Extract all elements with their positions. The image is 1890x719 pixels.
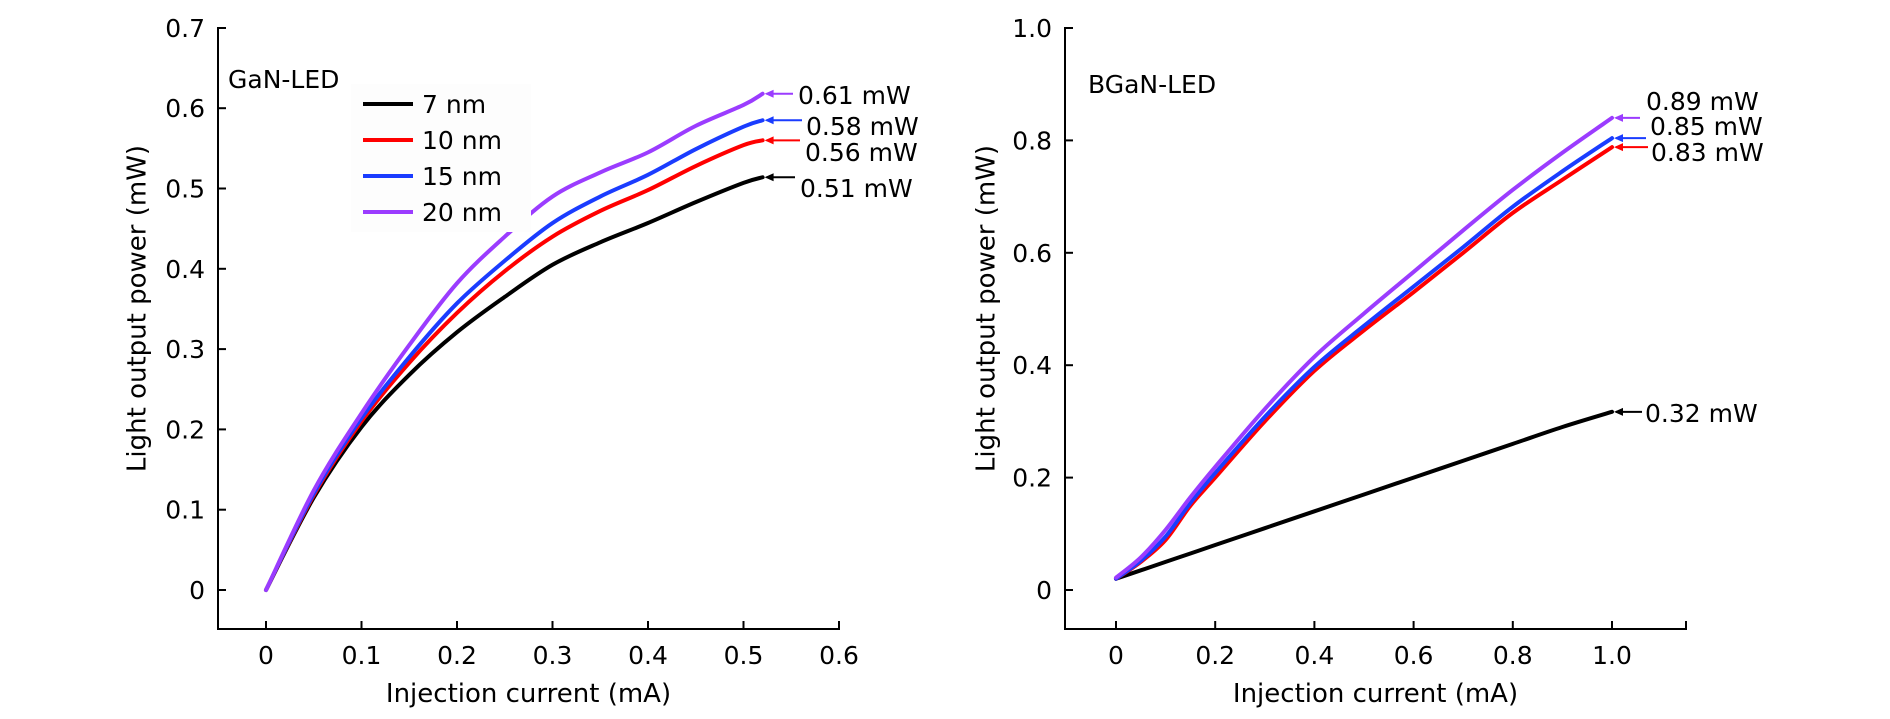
- x-tick-label: 0.2: [437, 641, 477, 670]
- x-tick-label: 0.6: [819, 641, 859, 670]
- end-value-label: 0.58 mW: [806, 112, 919, 141]
- legend-label: 10 nm: [422, 126, 502, 155]
- y-tick-label: 0.4: [1012, 351, 1052, 380]
- end-arrow-head: [764, 89, 774, 98]
- end-arrow-head: [1614, 113, 1623, 122]
- x-tick-label: 1.0: [1592, 641, 1632, 670]
- y-tick-label: 0.6: [165, 94, 205, 123]
- y-tick-label: 0.2: [1012, 464, 1052, 493]
- y-axis-label: Light output power (mW): [972, 145, 1002, 472]
- end-value-label: 0.85 mW: [1650, 112, 1763, 141]
- y-tick-label: 0.7: [165, 14, 205, 43]
- axes-frame: [217, 27, 840, 630]
- y-tick-label: 0: [189, 576, 205, 605]
- x-tick-label: 0.1: [342, 641, 382, 670]
- x-tick-label: 0: [258, 641, 274, 670]
- x-tick-label: 0.4: [1295, 641, 1335, 670]
- end-arrow-head: [1614, 407, 1623, 416]
- x-tick-label: 0.5: [724, 641, 764, 670]
- end-arrow-head: [764, 116, 774, 125]
- series-line-7nm: [264, 175, 765, 592]
- series-line-20nm: [264, 91, 765, 592]
- end-value-label: 0.51 mW: [800, 174, 913, 203]
- end-arrow-head: [764, 173, 774, 182]
- legend-box: [351, 84, 531, 232]
- legend-label: 20 nm: [422, 198, 502, 227]
- x-tick-label: 0.6: [1394, 641, 1434, 670]
- series-line-15nm: [1114, 136, 1614, 581]
- legend-label: 15 nm: [422, 162, 502, 191]
- x-tick-label: 0.8: [1493, 641, 1533, 670]
- end-arrow-head: [764, 136, 774, 145]
- end-value-label: 0.83 mW: [1651, 138, 1764, 167]
- series-line-7nm: [1114, 409, 1614, 581]
- y-tick-label: 0.1: [165, 496, 205, 525]
- panel-label: GaN-LED: [228, 65, 339, 94]
- bgan-led-panel: 0 0.2 0.4 0.6 0.8 1.0 0 0.2 0.4 0.6 0.8 1.0 Injectio…: [972, 14, 1764, 709]
- series-line-10nm: [1114, 145, 1614, 581]
- end-arrow-head: [1614, 134, 1623, 143]
- end-value-label: 0.56 mW: [805, 138, 918, 167]
- y-axis-label: Light output power (mW): [123, 145, 153, 472]
- end-value-label: 0.61 mW: [798, 81, 911, 110]
- y-tick-label: 0: [1036, 576, 1052, 605]
- x-axis-label: Injection current (mA): [1233, 679, 1518, 709]
- gan-led-panel: 0 0.1 0.2 0.3 0.4 0.5 0.6 0.7 0 0.1 0.2 0.3 0.4 0.5 0.…: [123, 14, 919, 709]
- panel-label: BGaN-LED: [1088, 70, 1216, 99]
- x-tick-label: 0: [1108, 641, 1124, 670]
- x-tick-label: 0.3: [533, 641, 573, 670]
- y-tick-label: 0.4: [165, 255, 205, 284]
- y-tick-label: 0.3: [165, 335, 205, 364]
- y-tick-label: 1.0: [1012, 14, 1052, 43]
- y-tick-label: 0.5: [165, 175, 205, 204]
- x-tick-label: 0.2: [1195, 641, 1235, 670]
- end-value-label: 0.32 mW: [1645, 399, 1758, 428]
- series-line-20nm: [1114, 115, 1614, 580]
- y-tick-label: 0.8: [1012, 126, 1052, 155]
- y-tick-label: 0.2: [165, 415, 205, 444]
- legend-label: 7 nm: [422, 90, 486, 119]
- x-axis-label: Injection current (mA): [386, 679, 671, 709]
- axes-frame: [1064, 27, 1687, 630]
- end-arrow-head: [1614, 143, 1623, 152]
- y-tick-label: 0.6: [1012, 239, 1052, 268]
- x-tick-label: 0.4: [628, 641, 668, 670]
- end-value-label: 0.89 mW: [1646, 87, 1759, 116]
